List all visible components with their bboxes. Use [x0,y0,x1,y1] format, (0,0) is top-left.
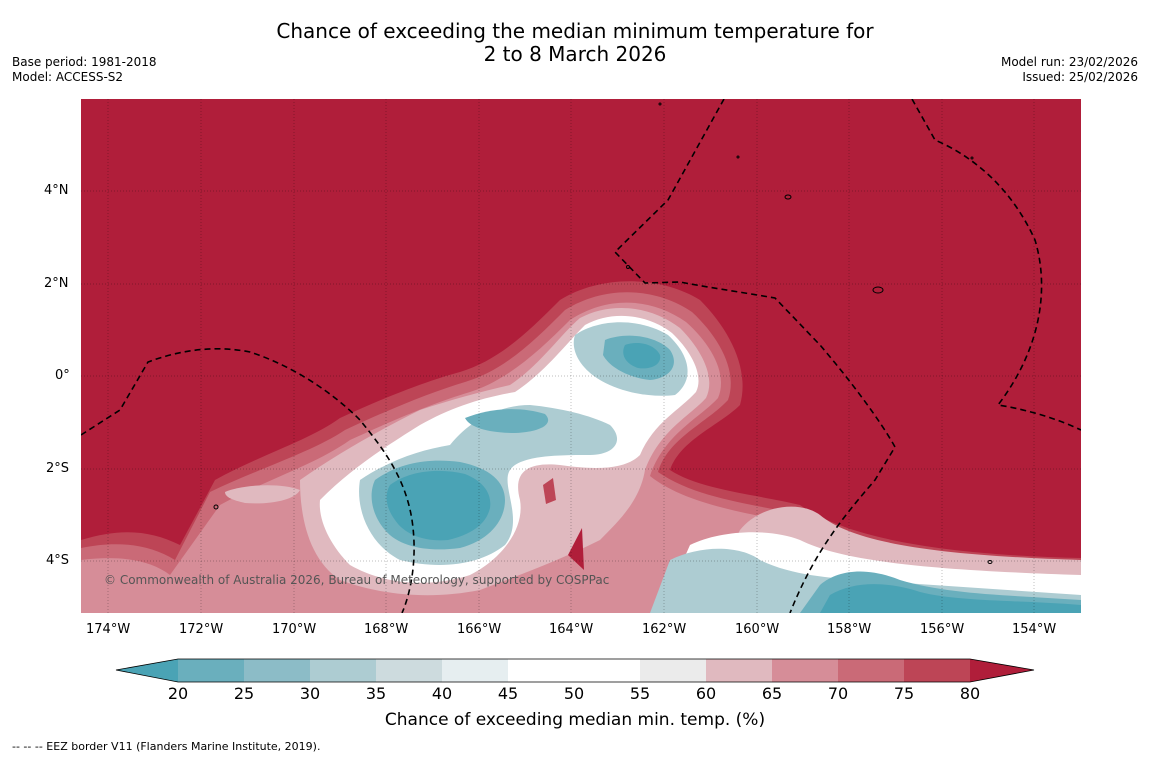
island [872,286,884,294]
colorbar-bin [508,659,574,682]
island [736,155,740,159]
colorbar-tick: 30 [299,684,321,703]
lon-label: 158°W [827,622,872,637]
lat-label: 0° [55,368,70,383]
colorbar-tick: 45 [497,684,519,703]
copyright-notice: © Commonwealth of Australia 2026, Bureau… [104,573,610,587]
eez-legend: -- -- -- EEZ border V11 (Flanders Marine… [12,740,321,753]
colorbar-bin [442,659,508,682]
colorbar-tick: 55 [629,684,651,703]
field-80-plus-spot [568,528,584,570]
colorbar-tick: 25 [233,684,255,703]
colorbar-label: Chance of exceeding median min. temp. (%… [384,710,766,730]
colorbar-bin [640,659,706,682]
colorbar [115,658,1035,683]
lat-label: 2°N [44,276,69,291]
colorbar-tick: 20 [167,684,189,703]
eez-border-central [613,99,896,613]
colorbar-bin [244,659,310,682]
colorbar-bin [376,659,442,682]
title-line-2: 2 to 8 March 2026 [483,42,667,66]
field-75-80-spot [543,478,556,504]
probability-field [81,99,1081,613]
colorbar-tick: 75 [893,684,915,703]
lon-label: 172°W [179,622,224,637]
colorbar-arrow-low [116,659,178,682]
colorbar-tick: 80 [959,684,981,703]
island [987,560,993,564]
island [658,102,662,106]
lon-label: 174°W [86,622,131,637]
lat-label: 2°S [46,461,70,476]
colorbar-tick: 35 [365,684,387,703]
colorbar-bin [772,659,838,682]
base-period: Base period: 1981-2018 [12,55,157,69]
islands [213,102,993,564]
lon-label: 168°W [364,622,409,637]
lon-label: 156°W [920,622,965,637]
colorbar-bin [178,659,244,682]
title-line-1: Chance of exceeding the median minimum t… [276,19,874,43]
lon-label: 154°W [1012,622,1057,637]
colorbar-bin [706,659,772,682]
colorbar-bin [838,659,904,682]
colorbar-tick: 65 [761,684,783,703]
field-below-20-east [820,584,1081,613]
lon-label: 170°W [272,622,317,637]
model-run: Model run: 23/02/2026 [1000,55,1138,69]
island [970,156,974,160]
model-name: Model: ACCESS-S2 [12,70,124,84]
colorbar-bin [904,659,970,682]
lon-label: 160°W [735,622,780,637]
colorbar-tick: 50 [563,684,585,703]
lon-label: 164°W [549,622,594,637]
colorbar-tick: 60 [695,684,717,703]
lat-label: 4°N [44,183,69,198]
colorbar-outline [115,658,1035,683]
issued-date: Issued: 25/02/2026 [1022,70,1138,84]
colorbar-bin [574,659,640,682]
colorbar-arrow-high [970,659,1034,682]
lon-label: 162°W [642,622,687,637]
field-20-25-mid [465,409,549,433]
colorbar-tick: 70 [827,684,849,703]
lat-label: 4°S [46,553,70,568]
lon-label: 166°W [457,622,502,637]
island [626,265,630,269]
island [213,504,219,510]
island [784,194,792,200]
eez-borders [81,99,1081,613]
eez-border-east [911,99,1081,431]
colorbar-bin [310,659,376,682]
field-60-65-west [225,485,300,504]
eez-border-west [81,348,415,613]
field-below-20-north [623,343,661,369]
colorbar-tick: 40 [431,684,453,703]
